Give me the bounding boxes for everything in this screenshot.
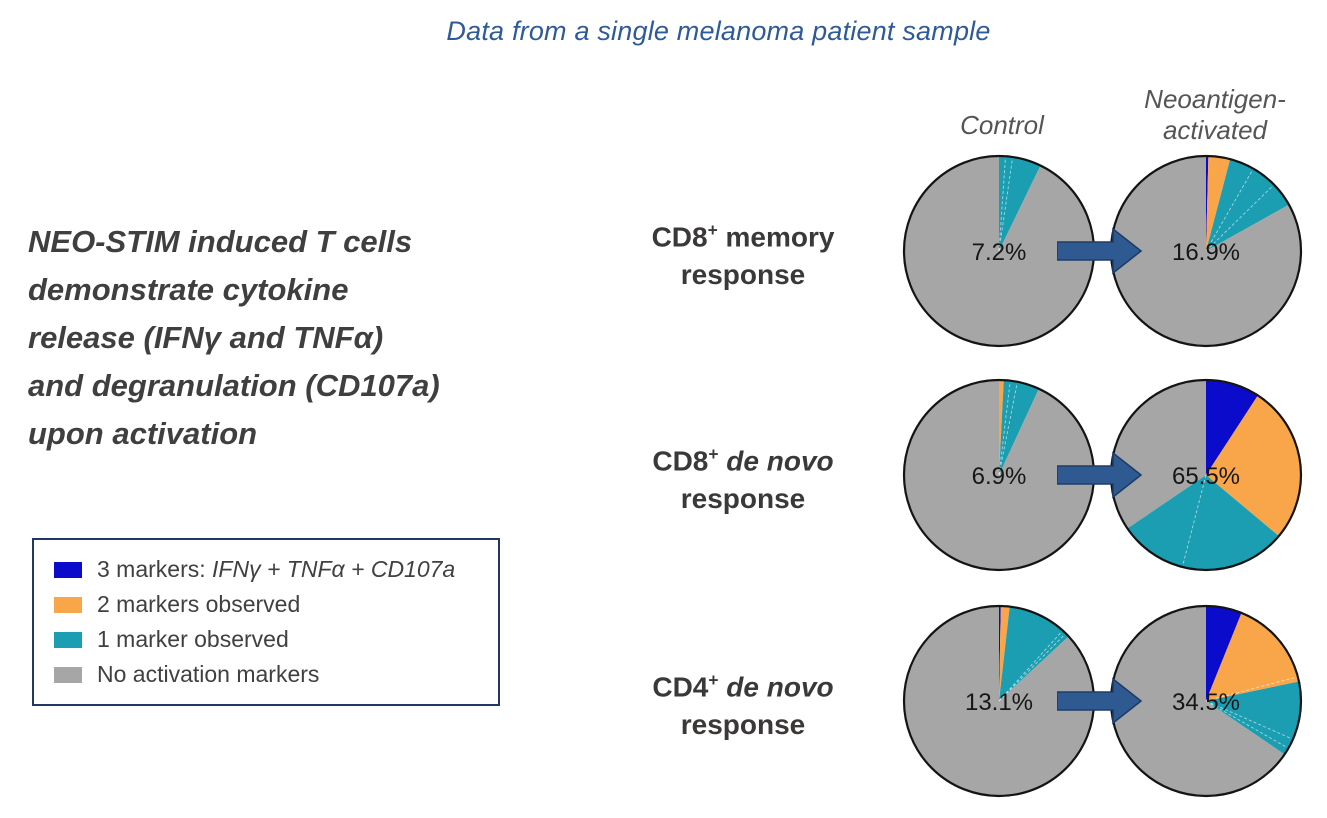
pie-percent-label: 34.5% <box>1172 689 1240 716</box>
legend-item-label: 1 marker observed <box>97 626 289 652</box>
legend-item-label: No activation markers <box>97 661 320 687</box>
legend-item-label: 3 markers: IFNγ + TNFα + CD107a <box>97 556 456 582</box>
column-header-control: Control <box>960 110 1044 140</box>
pie-percent-label: 65.5% <box>1172 463 1240 490</box>
column-header-neoantigen: Neoantigen-activated <box>1144 84 1286 145</box>
pie-chart-activated-row3: 34.5% <box>1109 604 1303 798</box>
headline-line: upon activation <box>28 416 258 451</box>
arrow-icon <box>1057 451 1143 499</box>
pie-chart-control-row1: 7.2% <box>902 154 1096 348</box>
legend-item-label: 2 markers observed <box>97 591 301 617</box>
figure-title: Data from a single melanoma patient samp… <box>446 16 991 46</box>
pie-percent-label: 6.9% <box>972 463 1027 490</box>
arrow-icon <box>1057 677 1143 725</box>
headline-line: demonstrate cytokine <box>28 272 349 307</box>
row-label: CD8+ de novo response <box>652 444 834 515</box>
legend-swatch-blue <box>54 561 82 578</box>
legend-swatch-orange <box>54 596 82 613</box>
legend-swatch-gray <box>54 666 82 683</box>
legend-item: 1 marker observed <box>54 622 498 657</box>
pie-chart-control-row2: 6.9% <box>902 378 1096 572</box>
row-label: CD8+ memory response <box>651 220 835 291</box>
pie-chart-activated-row2: 65.5% <box>1109 378 1303 572</box>
legend-swatch-teal <box>54 631 82 648</box>
legend-item: 2 markers observed <box>54 587 498 622</box>
headline: NEO-STIM induced T cells demonstrate cyto… <box>28 218 528 458</box>
legend-item: 3 markers: IFNγ + TNFα + CD107a <box>54 552 498 587</box>
pie-chart-activated-row1: 16.9% <box>1109 154 1303 348</box>
headline-line: release (IFNγ and TNFα) <box>28 320 384 355</box>
row-label: CD4+ de novo response <box>652 670 834 741</box>
pie-percent-label: 13.1% <box>965 689 1033 716</box>
headline-line: NEO-STIM induced T cells <box>28 224 413 259</box>
legend-item: No activation markers <box>54 657 498 692</box>
headline-line: and degranulation (CD107a) <box>28 368 440 403</box>
pie-percent-label: 16.9% <box>1172 239 1240 266</box>
pie-percent-label: 7.2% <box>972 239 1027 266</box>
pie-chart-control-row3: 13.1% <box>902 604 1096 798</box>
arrow-icon <box>1057 227 1143 275</box>
legend: 3 markers: IFNγ + TNFα + CD107a 2 markers… <box>32 538 500 706</box>
